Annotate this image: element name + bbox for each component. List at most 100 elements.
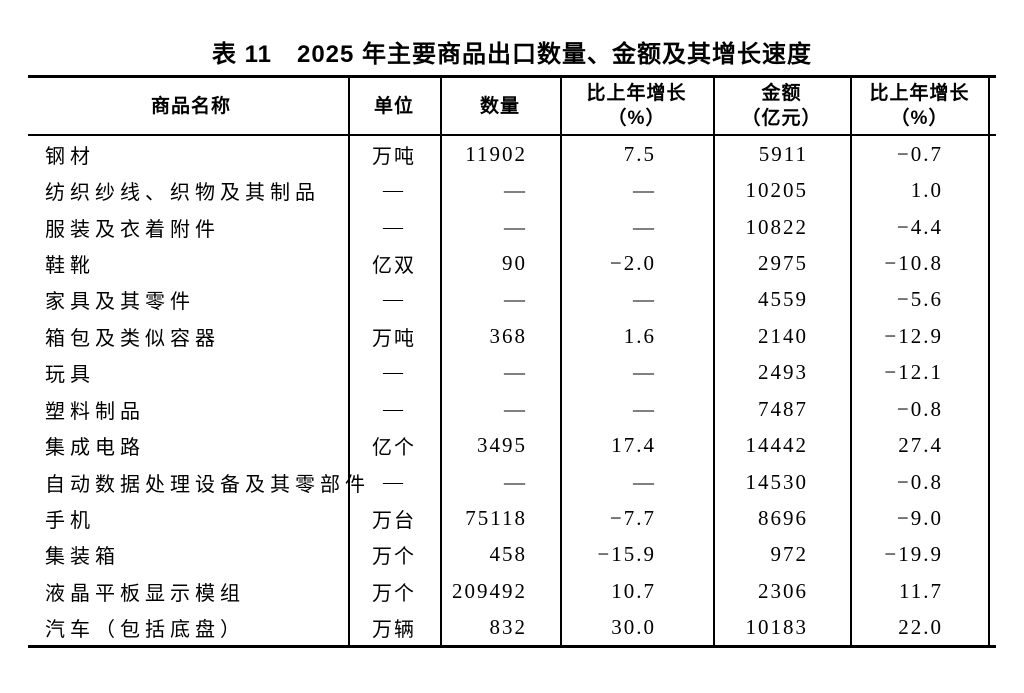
column-divider (440, 78, 442, 645)
column-divider (713, 78, 715, 645)
cell-value: 10205 (745, 178, 808, 203)
cell-value: 2975 (758, 250, 808, 275)
cell-qty-growth: 10.7 (611, 578, 656, 603)
cell-qty-growth: — (633, 287, 656, 312)
cell-unit: — (383, 215, 405, 238)
cell-quantity: 11902 (465, 141, 527, 166)
cell-name: 手机 (45, 509, 95, 532)
cell-val-growth: −10.8 (884, 250, 943, 275)
cell-quantity: 209492 (452, 578, 527, 603)
cell-unit: 亿个 (372, 437, 416, 460)
cell-quantity: — (504, 360, 527, 385)
table-row: 家具及其零件 — — — 4559 −5.6 (34, 282, 989, 318)
column-divider (348, 78, 350, 645)
cell-quantity: 90 (502, 250, 527, 275)
col-header-unit-label: 单位 (373, 95, 414, 117)
cell-unit: 万台 (372, 509, 416, 532)
cell-val-growth: 1.0 (910, 178, 943, 203)
col-header-value-line2: （亿元） (741, 108, 822, 129)
cell-name: 自动数据处理设备及其零部件 (45, 473, 370, 496)
cell-quantity: 3495 (477, 433, 527, 458)
cell-quantity: — (504, 469, 527, 494)
cell-value: 5911 (758, 141, 808, 166)
table-row: 鞋靴 亿双 90 −2.0 2975 −10.8 (34, 245, 989, 281)
cell-unit: — (383, 361, 405, 384)
cell-val-growth: −5.6 (896, 287, 943, 312)
cell-unit: — (383, 179, 405, 202)
cell-qty-growth: 17.4 (611, 433, 656, 458)
export-commodities-table: 商品名称 单位 数量 比上年增长 （%） 金额 （亿元） 比上年增长 （%） 钢… (28, 75, 996, 648)
cell-val-growth: −0.7 (896, 141, 943, 166)
cell-unit: 万辆 (372, 619, 416, 642)
table-header-row: 商品名称 单位 数量 比上年增长 （%） 金额 （亿元） 比上年增长 （%） (28, 78, 996, 136)
cell-name: 汽车（包括底盘） (45, 619, 245, 642)
table-title: 表 11 2025 年主要商品出口数量、金额及其增长速度 (211, 41, 813, 68)
cell-quantity: 75118 (465, 505, 527, 530)
cell-name: 液晶平板显示模组 (45, 582, 245, 605)
table-row: 服装及衣着附件 — — — 10822 −4.4 (34, 209, 989, 245)
col-header-value-line1: 金额 (761, 83, 802, 104)
cell-unit: — (383, 397, 405, 420)
col-header-qty-growth-line2: （%） (607, 108, 666, 129)
table-row: 玩具 — — — 2493 −12.1 (34, 355, 989, 391)
cell-qty-growth: — (633, 214, 656, 239)
cell-quantity: — (504, 178, 527, 203)
cell-val-growth: −4.4 (896, 214, 943, 239)
col-header-unit: 单位 (348, 78, 440, 134)
cell-val-growth: −0.8 (896, 396, 943, 421)
cell-quantity: — (504, 287, 527, 312)
table-row: 汽车（包括底盘） 万辆 832 30.0 10183 22.0 (34, 609, 989, 645)
table-row: 箱包及类似容器 万吨 368 1.6 2140 −12.9 (34, 318, 989, 354)
col-header-val-growth: 比上年增长 （%） (850, 78, 989, 134)
table-body: 钢材 万吨 11902 7.5 5911 −0.7 纺织纱线、织物及其制品 — — —10205 1… (28, 136, 996, 646)
cell-value: 2140 (758, 323, 808, 348)
cell-val-growth: −12.1 (884, 360, 943, 385)
cell-qty-growth: −2.0 (609, 250, 656, 275)
table-row: 手机 万台 75118 −7.7 8696 −9.0 (34, 500, 989, 536)
cell-value: 2493 (758, 360, 808, 385)
cell-val-growth: 22.0 (898, 615, 943, 640)
cell-unit: 万吨 (372, 145, 416, 168)
table-right-border (988, 78, 990, 645)
cell-value: 14442 (745, 433, 808, 458)
cell-quantity: — (504, 396, 527, 421)
cell-name: 玩具 (45, 364, 95, 387)
cell-value: 8696 (758, 505, 808, 530)
col-header-quantity-label: 数量 (479, 95, 520, 117)
column-divider (560, 78, 562, 645)
cell-qty-growth: −7.7 (609, 505, 656, 530)
cell-quantity: 368 (489, 323, 527, 348)
cell-value: 14530 (745, 469, 808, 494)
cell-name: 纺织纱线、织物及其制品 (45, 182, 320, 205)
table-row: 集装箱 万个 458 −15.9 972 −19.9 (34, 537, 989, 573)
cell-unit: — (383, 288, 405, 311)
cell-unit: 万吨 (372, 327, 416, 350)
cell-val-growth: 11.7 (899, 578, 943, 603)
cell-value: 10822 (745, 214, 808, 239)
col-header-name: 商品名称 (34, 78, 348, 134)
cell-unit: — (383, 470, 405, 493)
table-row: 集成电路 亿个 3495 17.4 14442 27.4 (34, 427, 989, 463)
cell-qty-growth: — (633, 396, 656, 421)
table-row: 自动数据处理设备及其零部件 — — — 14530 −0.8 (34, 464, 989, 500)
cell-name: 服装及衣着附件 (45, 218, 220, 241)
cell-name: 塑料制品 (45, 400, 145, 423)
cell-qty-growth: — (633, 360, 656, 385)
col-header-quantity: 数量 (440, 78, 560, 134)
cell-qty-growth: — (633, 469, 656, 494)
cell-name: 集成电路 (45, 437, 145, 460)
cell-name: 箱包及类似容器 (45, 327, 220, 350)
cell-name: 钢材 (45, 145, 95, 168)
cell-name: 集装箱 (45, 546, 120, 569)
table-row: 液晶平板显示模组 万个 209492 10.7 2306 11.7 (34, 573, 989, 609)
cell-qty-growth: — (633, 178, 656, 203)
cell-qty-growth: 1.6 (623, 323, 656, 348)
col-header-val-growth-line1: 比上年增长 (869, 83, 970, 104)
col-header-value: 金额 （亿元） (713, 78, 850, 134)
cell-unit: 万个 (372, 582, 416, 605)
cell-quantity: — (504, 214, 527, 239)
col-header-val-growth-line2: （%） (890, 108, 949, 129)
cell-name: 鞋靴 (45, 254, 95, 277)
cell-val-growth: −0.8 (896, 469, 943, 494)
cell-quantity: 832 (489, 615, 527, 640)
